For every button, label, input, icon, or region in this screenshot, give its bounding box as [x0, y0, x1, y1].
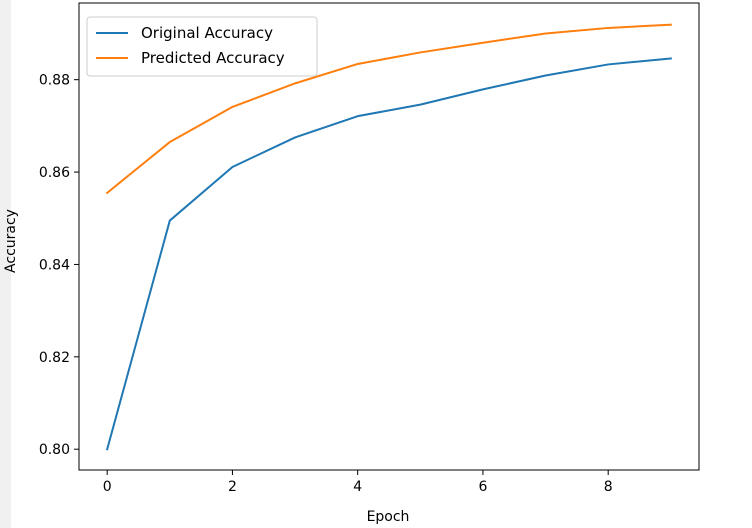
y-axis-label: Accuracy: [3, 209, 19, 273]
y-tick-label: 0.86: [39, 165, 70, 181]
y-tick-label: 0.80: [39, 442, 70, 458]
legend: Original Accuracy Predicted Accuracy: [86, 16, 318, 77]
x-tick-label: 4: [353, 479, 362, 495]
plot-area: [78, 2, 700, 471]
legend-label: Predicted Accuracy: [141, 49, 285, 67]
window-edge: [0, 0, 11, 528]
x-axis-label: Epoch: [367, 509, 410, 525]
series-line-predicted-accuracy: [105, 23, 672, 195]
series-layer: [105, 23, 672, 451]
y-tick-label: 0.88: [39, 73, 70, 89]
x-tick-label: 2: [228, 479, 237, 495]
x-axis-ticks: 0 2 4 6 8: [103, 470, 613, 495]
y-axis-ticks: 0.80 0.82 0.84 0.86 0.88: [39, 73, 79, 458]
legend-label: Original Accuracy: [141, 24, 273, 42]
series-line-original-accuracy: [105, 57, 672, 451]
y-tick-label: 0.84: [39, 257, 70, 273]
plot-frame: [78, 2, 700, 471]
y-tick-label: 0.82: [39, 350, 70, 366]
x-tick-label: 6: [478, 479, 487, 495]
x-tick-label: 8: [604, 479, 613, 495]
x-tick-label: 0: [103, 479, 112, 495]
legend-box: [86, 16, 318, 77]
